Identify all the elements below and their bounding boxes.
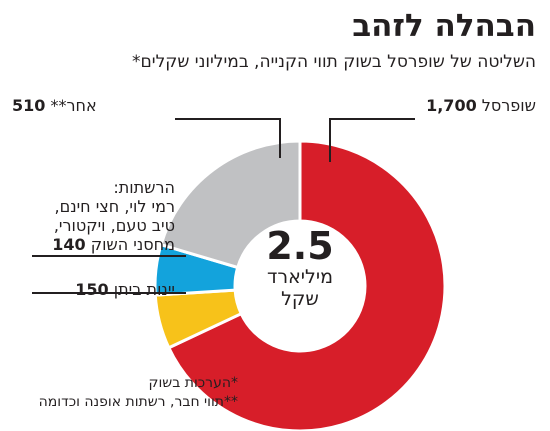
label-chains: הרשתות: רמי לוי, חצי חינם, טיב טעם, ויקט… — [52, 178, 175, 254]
label-shufersal: שופרסל 1,700 — [426, 96, 536, 115]
footnote-estimate: *הערכות בשוק — [148, 375, 238, 391]
leader-line-shufersal — [329, 118, 415, 162]
label-chains-value: 140 — [52, 235, 86, 254]
label-other-value: 510 — [12, 96, 46, 115]
label-chains-name: מחסני השוק — [90, 235, 175, 254]
label-other: אחר** 510 — [12, 96, 97, 115]
label-yeinot-bitan: יינות ביתן 150 — [75, 280, 175, 299]
label-shufersal-name: שופרסל — [481, 96, 536, 115]
chart-title: הבהלה לזהב — [352, 8, 536, 44]
center-unit-line-1: מיליארד — [267, 266, 333, 288]
label-yeinot-bitan-name: יינות ביתן — [113, 280, 175, 299]
center-unit-line-2: שקל — [281, 288, 319, 310]
label-shufersal-value: 1,700 — [426, 96, 477, 115]
label-chains-line-1: הרשתות: — [113, 178, 175, 197]
center-total-unit: מיליארד שקל — [240, 266, 360, 310]
leader-line-other — [175, 118, 281, 158]
center-total-value: 2.5 — [266, 224, 334, 268]
slice-other — [159, 139, 302, 270]
slice-shufersal — [166, 139, 447, 431]
label-yeinot-bitan-value: 150 — [75, 280, 109, 299]
footnote-other: **תווי חבר, רשתות אופנה וכדומה — [38, 394, 238, 410]
label-chains-line-2: רמי לוי, חצי חינם, — [54, 197, 175, 216]
label-other-name: אחר** — [50, 96, 97, 115]
chart-subtitle: השליטה של שופרסל בשוק תווי הקנייה, במילי… — [132, 52, 536, 72]
label-chains-line-4: מחסני השוק 140 — [52, 235, 175, 254]
label-chains-line-3: טיב טעם, ויקטורי, — [53, 216, 175, 235]
